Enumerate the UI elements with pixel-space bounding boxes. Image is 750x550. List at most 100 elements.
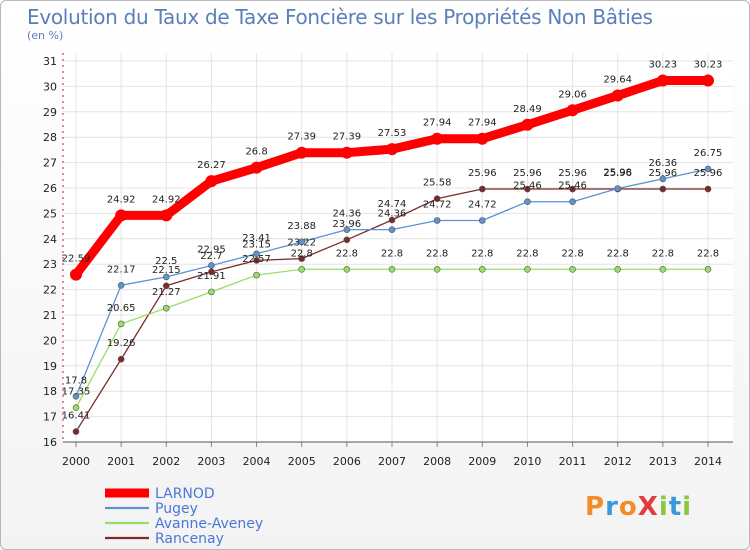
data-point [298, 238, 306, 246]
data-label: 29.06 [558, 89, 587, 100]
x-tick-label: 2004 [243, 455, 271, 468]
y-tick-label: 27 [43, 157, 57, 170]
logo-letter: t [668, 492, 683, 522]
x-tick-label: 2006 [333, 455, 361, 468]
data-point [478, 265, 486, 273]
proxiti-logo: ProXiti [585, 492, 692, 522]
data-label: 25.96 [649, 168, 678, 179]
data-point [343, 265, 351, 273]
data-point [295, 146, 308, 159]
data-point [388, 226, 396, 233]
data-point [524, 198, 531, 206]
data-label: 23.96 [333, 219, 362, 230]
x-tick-label: 2013 [649, 455, 677, 468]
data-label: 17.8 [65, 375, 87, 386]
data-point [340, 146, 353, 159]
data-point [569, 198, 576, 206]
data-label: 27.94 [468, 118, 497, 129]
data-point [208, 262, 215, 269]
data-point [70, 268, 82, 281]
data-label: 22.8 [291, 248, 313, 259]
data-label: 22.15 [152, 265, 181, 276]
data-label: 27.53 [378, 128, 407, 139]
data-label: 24.36 [378, 209, 407, 220]
legend-label: Avanne-Aveney [155, 516, 263, 532]
data-point [656, 74, 669, 87]
data-point [659, 265, 667, 273]
data-point [72, 392, 80, 400]
data-point [205, 175, 218, 188]
data-point [702, 74, 714, 87]
logo-letter: i [658, 492, 669, 522]
data-label: 22.5 [155, 256, 177, 267]
data-label: 25.58 [423, 178, 452, 189]
y-tick-label: 19 [43, 360, 57, 373]
data-label: 27.39 [333, 132, 362, 143]
logo-letter: o [618, 492, 638, 522]
data-point [162, 304, 170, 312]
data-label: 26.75 [694, 148, 723, 159]
data-label: 22.8 [697, 248, 719, 259]
data-label: 17.35 [62, 387, 91, 398]
data-label: 22.8 [381, 248, 403, 259]
data-label: 22.8 [516, 248, 538, 259]
y-tick-label: 29 [43, 106, 57, 119]
data-label: 25.96 [558, 168, 587, 179]
x-tick-label: 2007 [378, 455, 406, 468]
data-label: 22.59 [62, 254, 91, 265]
y-tick-label: 20 [43, 334, 57, 347]
data-label: 21.91 [197, 271, 226, 282]
chart-title: Evolution du Taux de Taxe Foncière sur l… [27, 5, 653, 29]
data-point [569, 185, 576, 193]
x-tick-label: 2009 [468, 455, 496, 468]
data-label: 22.8 [607, 248, 629, 259]
x-tick-label: 2003 [197, 455, 225, 468]
y-tick-label: 28 [43, 131, 57, 144]
data-label: 22.17 [107, 264, 136, 275]
data-label: 25.96 [468, 168, 497, 179]
data-point [386, 143, 398, 156]
data-label: 25.98 [603, 168, 632, 179]
data-point [117, 320, 125, 328]
data-point [659, 175, 667, 183]
data-point [72, 404, 80, 412]
logo-letter: P [585, 492, 606, 522]
y-tick-label: 30 [43, 80, 57, 93]
data-label: 30.23 [649, 60, 678, 71]
data-point [566, 104, 579, 117]
data-point [521, 118, 534, 131]
data-label: 22.8 [652, 248, 674, 259]
data-label: 27.39 [287, 132, 316, 143]
x-tick-label: 2014 [694, 455, 722, 468]
data-point [208, 288, 215, 296]
data-point [162, 273, 170, 281]
data-point [388, 216, 396, 224]
data-label: 19.26 [107, 338, 136, 349]
data-point [208, 268, 215, 276]
data-label: 25.96 [513, 168, 542, 179]
data-point [433, 195, 441, 202]
x-tick-label: 2005 [288, 455, 316, 468]
data-label: 26.8 [245, 147, 267, 158]
x-tick-label: 2002 [152, 455, 180, 468]
y-tick-label: 31 [43, 55, 57, 68]
y-tick-label: 16 [43, 436, 57, 449]
data-point [478, 185, 486, 193]
x-tick-label: 2012 [604, 455, 632, 468]
data-point [524, 265, 531, 273]
data-label: 22.95 [197, 244, 226, 255]
logo-letter: X [637, 492, 659, 522]
data-point [253, 250, 260, 258]
x-tick-label: 2011 [559, 455, 587, 468]
data-point [614, 185, 622, 192]
data-point [524, 185, 531, 193]
data-label: 24.36 [333, 209, 362, 220]
y-tick-label: 17 [43, 411, 57, 424]
data-point [253, 257, 260, 264]
y-tick-label: 23 [43, 258, 57, 271]
y-tick-label: 25 [43, 207, 57, 220]
data-label: 24.72 [468, 200, 497, 211]
data-point [433, 265, 441, 273]
data-label: 24.92 [152, 194, 181, 205]
